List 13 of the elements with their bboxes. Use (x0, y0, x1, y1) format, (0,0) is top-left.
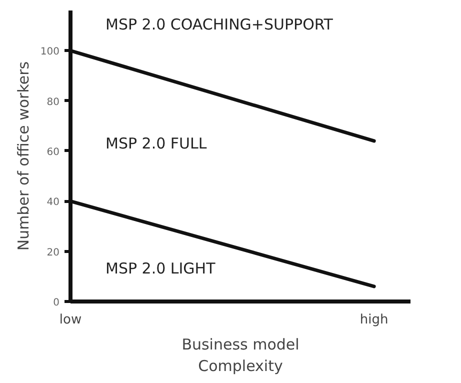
y-tick-label: 60 (46, 146, 60, 158)
x-tick-label: low (59, 312, 82, 328)
y-tick-label: 20 (46, 247, 60, 258)
y-tick-label: 80 (46, 96, 60, 108)
x-axis-title: Business model Complexity (182, 336, 300, 376)
annotation: MSP 2.0 FULL (106, 134, 208, 152)
y-tick-label: 100 (40, 46, 60, 58)
annotation: MSP 2.0 LIGHT (106, 260, 216, 278)
y-tick-label: 40 (46, 197, 60, 208)
y-tick-label: 0 (53, 298, 60, 308)
annotation: MSP 2.0 COACHING+SUPPORT (106, 15, 334, 34)
y-axis-title: Number of office workers (14, 61, 32, 251)
x-tick-label: high (360, 312, 388, 328)
